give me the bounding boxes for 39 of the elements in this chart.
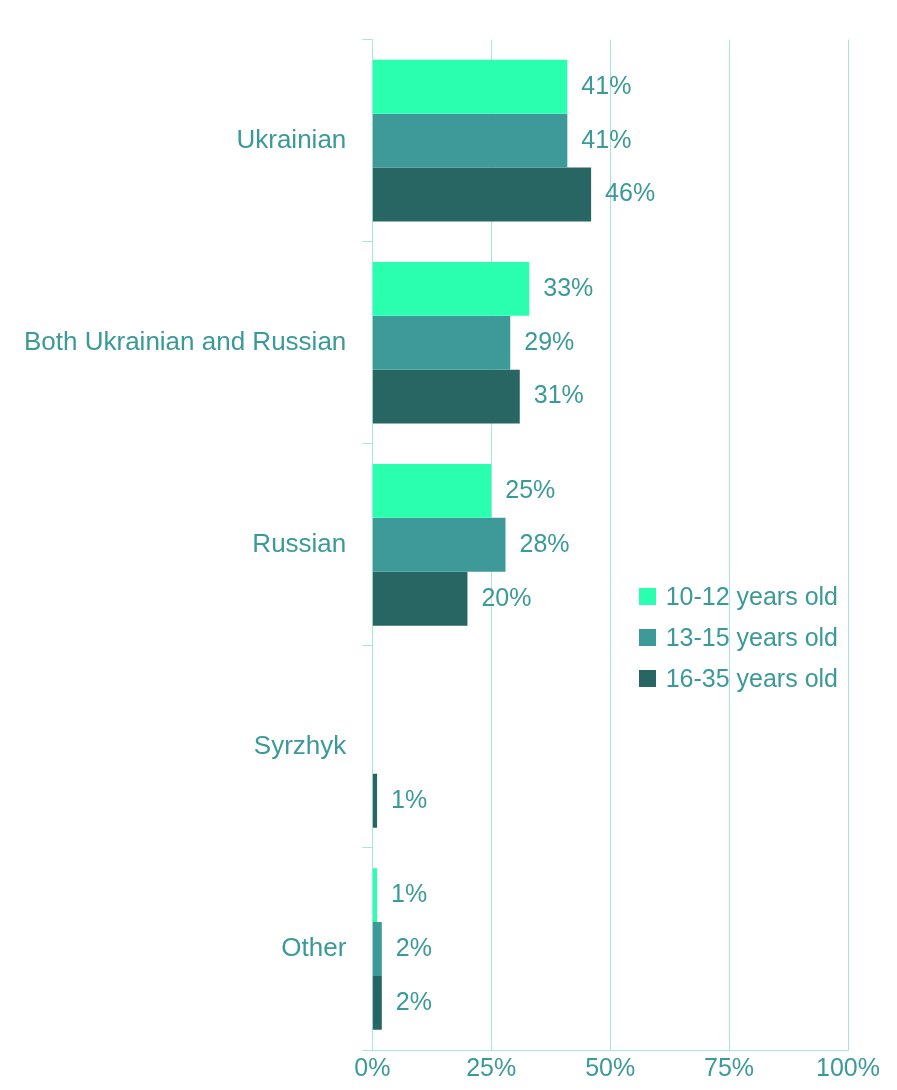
bar [372, 868, 378, 923]
text: 20% [481, 582, 532, 611]
text: 41% [581, 70, 632, 99]
bar [372, 113, 568, 168]
bar [372, 463, 492, 518]
text: 46% [605, 178, 656, 207]
text: 2% [395, 986, 432, 1015]
text: 1% [391, 878, 428, 907]
bar [372, 975, 382, 1030]
legend-label: 10-12 years old [665, 582, 838, 611]
bar [372, 315, 511, 370]
text: 33% [543, 272, 594, 301]
y-tick-label: Ukrainian [236, 123, 347, 154]
text: 28% [519, 528, 570, 557]
text: 31% [533, 380, 584, 409]
text: 2% [395, 932, 432, 961]
bar [372, 167, 592, 222]
x-tick-label: 25% [466, 1052, 517, 1081]
bar [372, 261, 530, 316]
y-tick-label: Both Ukrainian and Russian [24, 325, 347, 356]
legend-label: 16-35 years old [665, 664, 838, 693]
text: 41% [581, 124, 632, 153]
bar [372, 369, 520, 424]
legend-label: 13-15 years old [665, 623, 838, 652]
x-tick-label: 50% [585, 1052, 636, 1081]
text: 29% [524, 326, 575, 355]
bar [372, 517, 506, 572]
bar [372, 571, 468, 626]
text: 1% [391, 784, 428, 813]
x-tick-label: 0% [354, 1052, 391, 1081]
text: 25% [505, 474, 556, 503]
bar [372, 59, 568, 114]
y-tick-label: Syrzhyk [253, 730, 348, 761]
bar [372, 773, 378, 828]
x-tick-label: 75% [704, 1052, 755, 1081]
y-tick-label: Russian [252, 527, 347, 558]
bar [372, 922, 382, 976]
y-tick-label: Other [281, 932, 347, 963]
x-tick-label: 100% [816, 1052, 880, 1081]
